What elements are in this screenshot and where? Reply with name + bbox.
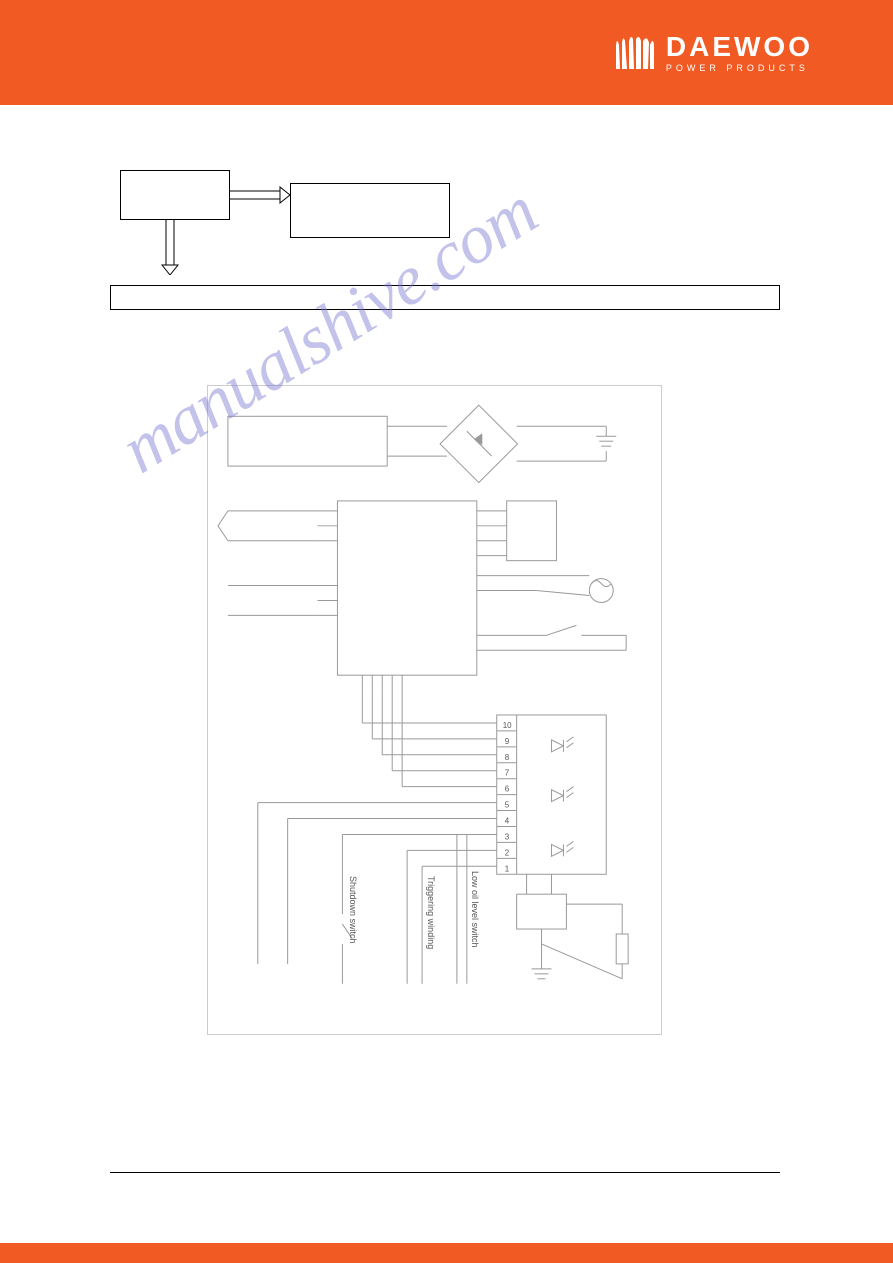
flowchart-box-1 xyxy=(120,170,230,220)
brand-logo: DAEWOO POWER PRODUCTS xyxy=(614,33,813,73)
terminal-6: 6 xyxy=(505,785,510,794)
footer-divider xyxy=(110,1172,780,1173)
label-shutdown: Shutdown switch xyxy=(348,876,358,944)
flowchart-box-2 xyxy=(290,183,450,238)
logo-icon xyxy=(614,37,654,69)
terminal-4: 4 xyxy=(505,816,510,825)
terminal-10: 10 xyxy=(503,721,512,730)
header-banner: DAEWOO POWER PRODUCTS xyxy=(0,0,893,105)
label-triggering: Triggering winding xyxy=(426,876,436,949)
terminal-2: 2 xyxy=(505,848,510,857)
flowchart-wide-box xyxy=(110,285,780,310)
arrow-down-icon xyxy=(160,220,180,275)
logo-text-container: DAEWOO POWER PRODUCTS xyxy=(666,33,813,73)
terminal-7: 7 xyxy=(505,769,510,778)
arrow-right-icon xyxy=(230,185,290,205)
wiring-diagram: 10 9 8 7 6 5 4 3 2 1 Shutdown switch Tri… xyxy=(207,385,662,1035)
terminal-5: 5 xyxy=(505,801,510,810)
terminal-1: 1 xyxy=(505,864,510,873)
brand-name: DAEWOO xyxy=(666,33,813,61)
terminal-3: 3 xyxy=(505,832,510,841)
terminal-8: 8 xyxy=(505,753,510,762)
brand-subtitle: POWER PRODUCTS xyxy=(666,63,813,73)
label-low-oil: Low oil level switch xyxy=(470,871,480,948)
footer-banner xyxy=(0,1243,893,1263)
terminal-9: 9 xyxy=(505,737,510,746)
